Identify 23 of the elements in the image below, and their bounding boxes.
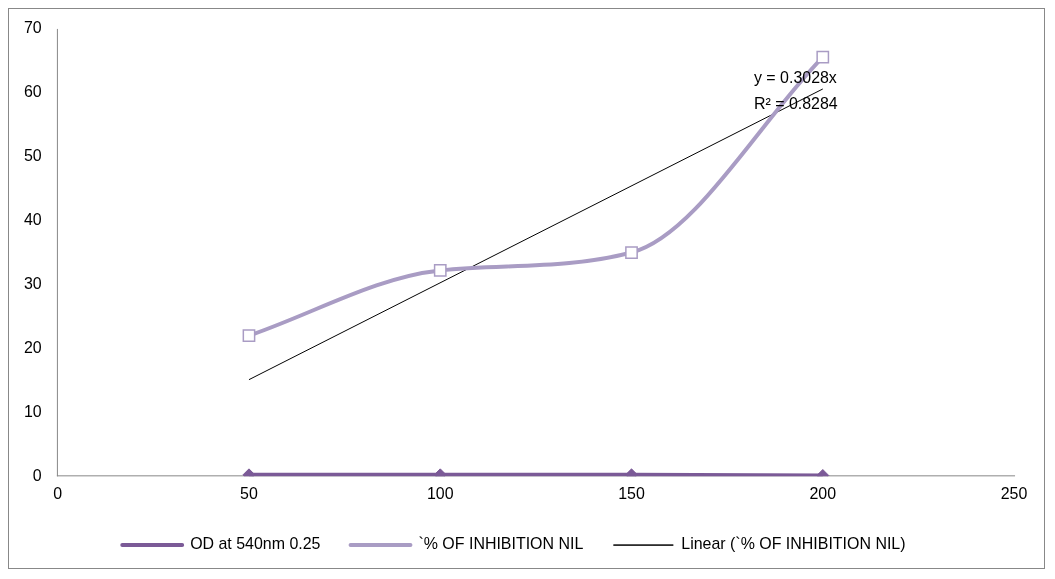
- point: [242, 329, 256, 342]
- y-tick-label: 30: [23, 274, 42, 292]
- point: [625, 246, 638, 259]
- annotation: R² = 0.8284: [753, 95, 838, 113]
- x-tick-label: 200: [809, 485, 837, 503]
- point: [433, 264, 447, 277]
- y-tick-label: 20: [23, 338, 42, 356]
- x-tick-label: 50: [240, 485, 258, 503]
- point: [816, 50, 830, 64]
- legend-label: `% OF INHIBITION NIL: [418, 535, 584, 553]
- x-tick-label: 0: [53, 485, 63, 503]
- x-tick-label: 250: [1000, 485, 1028, 503]
- y-tick-label: 40: [23, 210, 42, 228]
- y-tick-label: 10: [23, 402, 42, 420]
- x-tick-label: 150: [618, 485, 645, 503]
- x-tick-label: 100: [426, 485, 454, 503]
- y-tick-label: 0: [32, 466, 42, 484]
- y-tick-label: 70: [23, 19, 42, 37]
- y-tick-label: 60: [23, 83, 42, 101]
- y-tick-label: 50: [23, 147, 42, 165]
- annotation: y = 0.3028x: [753, 69, 837, 87]
- legend-label: OD at 540nm 0.25: [190, 535, 321, 553]
- legend-label: Linear (`% OF INHIBITION NIL): [681, 535, 906, 553]
